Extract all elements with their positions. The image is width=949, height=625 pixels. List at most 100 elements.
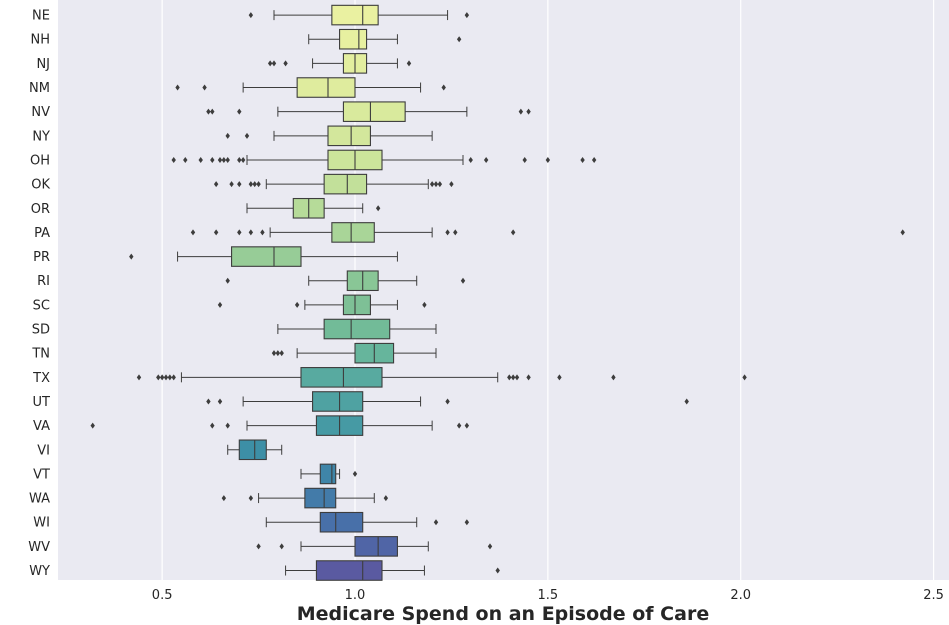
outlier-point xyxy=(221,156,227,163)
y-tick-label: PA xyxy=(34,226,50,241)
y-tick-label: PR xyxy=(33,250,50,265)
iqr-box xyxy=(296,77,356,98)
box-pr xyxy=(129,246,398,267)
outlier-point xyxy=(591,156,597,163)
outlier-point xyxy=(279,543,284,550)
iqr-box xyxy=(319,463,337,485)
outlier-point xyxy=(171,156,176,163)
outlier-point xyxy=(449,181,454,188)
box-group xyxy=(90,4,905,581)
box-nv xyxy=(206,101,531,122)
box-ri xyxy=(225,270,466,292)
outlier-point xyxy=(445,398,450,405)
outlier-point xyxy=(206,398,211,405)
outlier-point xyxy=(375,205,381,212)
outlier-point xyxy=(213,229,219,236)
iqr-box xyxy=(323,318,391,340)
iqr-box xyxy=(323,173,368,195)
outlier-point xyxy=(275,350,281,357)
outlier-point xyxy=(522,156,527,163)
y-tick-label: RI xyxy=(37,274,50,289)
iqr-box xyxy=(339,28,368,50)
outlier-point xyxy=(422,301,427,308)
outlier-point xyxy=(225,132,230,139)
outlier-point xyxy=(429,181,435,188)
outlier-point xyxy=(445,229,450,236)
outlier-point xyxy=(252,181,257,188)
box-ny xyxy=(225,125,433,147)
outlier-point xyxy=(206,108,211,115)
outlier-point xyxy=(225,156,230,163)
outlier-point xyxy=(213,181,219,188)
iqr-box xyxy=(300,367,383,388)
outlier-point xyxy=(229,181,234,188)
iqr-box xyxy=(342,101,406,122)
y-tick-label: OR xyxy=(31,202,50,217)
y-tick-label: WV xyxy=(28,540,50,555)
plot-background xyxy=(58,0,949,580)
outlier-point xyxy=(453,229,458,236)
outlier-point xyxy=(256,543,261,550)
y-tick-label: WY xyxy=(29,564,50,579)
y-tick-label: VT xyxy=(33,467,50,482)
outlier-point xyxy=(271,350,277,357)
outlier-point xyxy=(167,374,173,381)
outlier-point xyxy=(225,422,230,429)
box-ut xyxy=(206,391,689,412)
outlier-point xyxy=(248,229,254,236)
y-tick-label: NH xyxy=(31,33,51,48)
box-va xyxy=(90,415,470,436)
outlier-point xyxy=(217,301,223,308)
y-tick-label: OH xyxy=(30,153,50,168)
outlier-point xyxy=(248,181,254,188)
outlier-point xyxy=(237,108,242,115)
outlier-point xyxy=(900,229,905,236)
outlier-point xyxy=(190,229,196,236)
y-tick-label: SD xyxy=(32,323,50,338)
outlier-point xyxy=(742,374,747,381)
outlier-point xyxy=(406,60,412,67)
box-oh xyxy=(171,149,597,171)
outlier-point xyxy=(495,567,500,574)
iqr-box xyxy=(331,222,375,243)
outlier-point xyxy=(510,229,516,236)
outlier-point xyxy=(221,495,227,502)
y-tick-label: NV xyxy=(31,105,50,120)
outlier-point xyxy=(487,543,493,550)
outlier-point xyxy=(526,374,531,381)
outlier-point xyxy=(514,374,520,381)
outlier-point xyxy=(175,84,180,91)
outlier-point xyxy=(464,12,470,19)
y-tick-label: NY xyxy=(32,129,50,144)
y-tick-label: NJ xyxy=(36,57,50,72)
outlier-point xyxy=(210,156,215,163)
outlier-point xyxy=(518,108,524,115)
box-wa xyxy=(221,487,389,509)
outlier-point xyxy=(468,156,473,163)
box-wy xyxy=(285,560,500,581)
outlier-point xyxy=(580,156,585,163)
box-nj xyxy=(267,53,412,74)
outlier-point xyxy=(279,350,284,357)
outlier-point xyxy=(183,156,188,163)
outlier-point xyxy=(256,181,261,188)
outlier-point xyxy=(437,181,443,188)
y-tick-label: UT xyxy=(33,395,51,410)
outlier-point xyxy=(383,495,389,502)
iqr-box xyxy=(327,125,371,147)
y-tick-label: TN xyxy=(31,347,50,362)
outlier-point xyxy=(163,374,169,381)
iqr-box xyxy=(331,4,379,26)
outlier-point xyxy=(260,229,265,236)
outlier-point xyxy=(248,12,254,19)
outlier-point xyxy=(611,374,616,381)
x-tick-label: 2.0 xyxy=(730,588,751,603)
y-tick-label: SC xyxy=(33,298,50,313)
outlier-point xyxy=(198,156,203,163)
iqr-box xyxy=(319,511,364,533)
outlier-point xyxy=(202,84,207,91)
iqr-box xyxy=(315,560,383,581)
outlier-point xyxy=(283,60,288,67)
outlier-point xyxy=(210,108,215,115)
